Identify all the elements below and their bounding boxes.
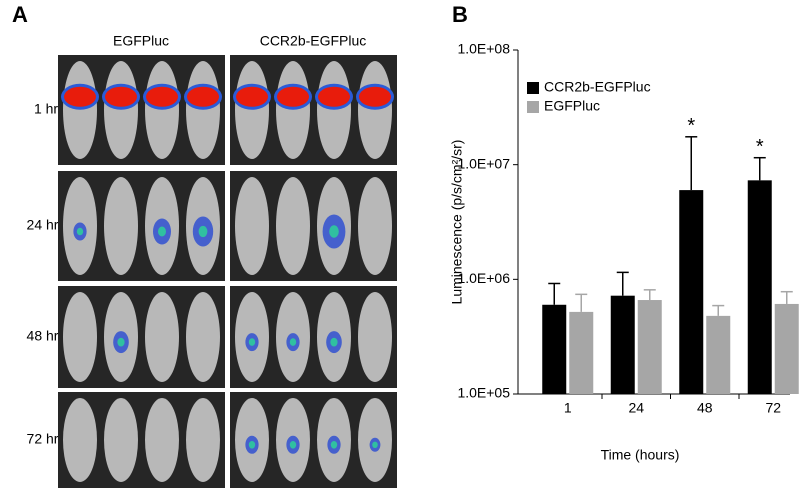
mouse: [358, 61, 392, 159]
x-tick-label: 72: [765, 400, 781, 416]
mouse: [358, 177, 392, 275]
mouse: [235, 61, 269, 159]
signal: [248, 441, 256, 449]
signal: [146, 86, 178, 107]
signal: [236, 86, 268, 107]
signal: [329, 225, 339, 238]
y-tick-label: 1.0E+05: [457, 385, 510, 401]
mouse: [235, 177, 269, 275]
signal: [289, 338, 297, 346]
y-axis-label: Luminescence (p/s/cm²/sr): [449, 140, 465, 305]
panel-label: B: [452, 2, 468, 27]
bar: [774, 303, 799, 394]
row-label: 48 hrs: [27, 328, 66, 344]
signal: [372, 441, 378, 448]
mouse: [104, 398, 138, 482]
signal: [105, 86, 137, 107]
x-tick-label: 48: [697, 400, 713, 416]
mouse: [186, 292, 220, 382]
bar: [542, 304, 567, 394]
signal: [198, 225, 208, 238]
signal: [277, 86, 309, 107]
y-tick-label: 1.0E+06: [457, 270, 510, 286]
row-label: 1 hr: [34, 101, 58, 117]
legend-swatch: [527, 82, 539, 94]
column-header: CCR2b-EGFPluc: [260, 33, 367, 49]
bar: [637, 300, 662, 394]
bar: [679, 190, 704, 394]
panel-label: A: [12, 2, 28, 27]
legend-label: EGFPluc: [544, 98, 600, 114]
mouse: [63, 61, 97, 159]
mouse: [63, 292, 97, 382]
significance-marker: *: [687, 115, 695, 137]
signal: [76, 227, 84, 236]
mouse: [276, 61, 310, 159]
signal: [158, 226, 166, 237]
signal: [248, 338, 256, 346]
row-label: 24 hrs: [27, 217, 66, 233]
bar: [747, 180, 772, 394]
bar: [569, 311, 594, 394]
mouse: [317, 61, 351, 159]
signal: [318, 86, 350, 107]
mouse: [358, 292, 392, 382]
mouse: [104, 177, 138, 275]
signal: [64, 86, 96, 107]
signal: [330, 441, 338, 449]
x-tick-label: 24: [628, 400, 644, 416]
signal: [187, 86, 219, 107]
x-axis-label: Time (hours): [601, 447, 680, 463]
mouse: [276, 177, 310, 275]
signal: [117, 337, 125, 347]
column-header: EGFPluc: [113, 33, 169, 49]
mouse: [63, 398, 97, 482]
mouse: [145, 61, 179, 159]
signal: [359, 86, 391, 107]
bar: [610, 295, 635, 394]
mouse: [186, 398, 220, 482]
y-tick-label: 1.0E+07: [457, 155, 510, 171]
mouse: [104, 61, 138, 159]
significance-marker: *: [756, 136, 764, 158]
row-label: 72 hrs: [27, 431, 66, 447]
bar: [706, 315, 731, 394]
mouse: [145, 398, 179, 482]
legend-swatch: [527, 101, 539, 113]
legend-label: CCR2b-EGFPluc: [544, 79, 651, 95]
mouse: [186, 61, 220, 159]
signal: [330, 337, 338, 347]
mouse: [145, 292, 179, 382]
signal: [289, 441, 297, 449]
x-tick-label: 1: [564, 400, 572, 416]
y-tick-label: 1.0E+08: [457, 41, 510, 57]
